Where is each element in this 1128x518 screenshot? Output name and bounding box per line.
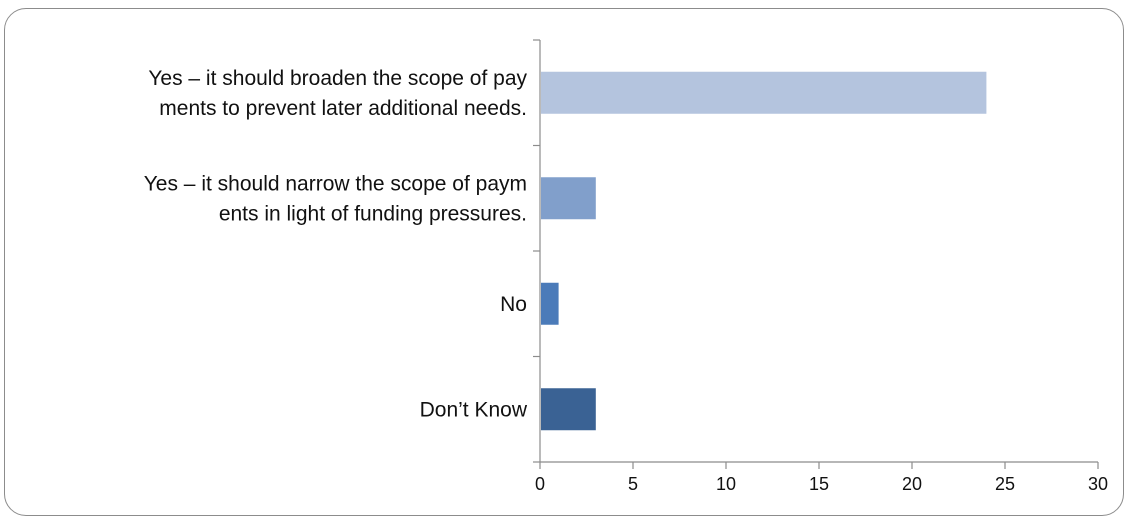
bar bbox=[541, 177, 596, 220]
category-label: Don’t Know bbox=[420, 398, 528, 421]
category-label: ments to prevent later additional needs. bbox=[159, 97, 527, 120]
x-tick-label: 30 bbox=[1088, 474, 1108, 494]
x-tick-label: 15 bbox=[809, 474, 829, 494]
x-tick-label: 20 bbox=[902, 474, 922, 494]
category-label: ents in light of funding pressures. bbox=[219, 202, 527, 225]
bar bbox=[541, 388, 596, 431]
bar bbox=[541, 282, 559, 325]
x-tick-label: 10 bbox=[716, 474, 736, 494]
category-label: Yes – it should broaden the scope of pay bbox=[148, 67, 527, 90]
bar bbox=[541, 71, 987, 114]
x-tick-label: 25 bbox=[995, 474, 1015, 494]
category-label: No bbox=[500, 293, 527, 316]
x-tick-label: 0 bbox=[535, 474, 545, 494]
category-label: Yes – it should narrow the scope of paym bbox=[144, 172, 527, 195]
x-tick-label: 5 bbox=[628, 474, 638, 494]
